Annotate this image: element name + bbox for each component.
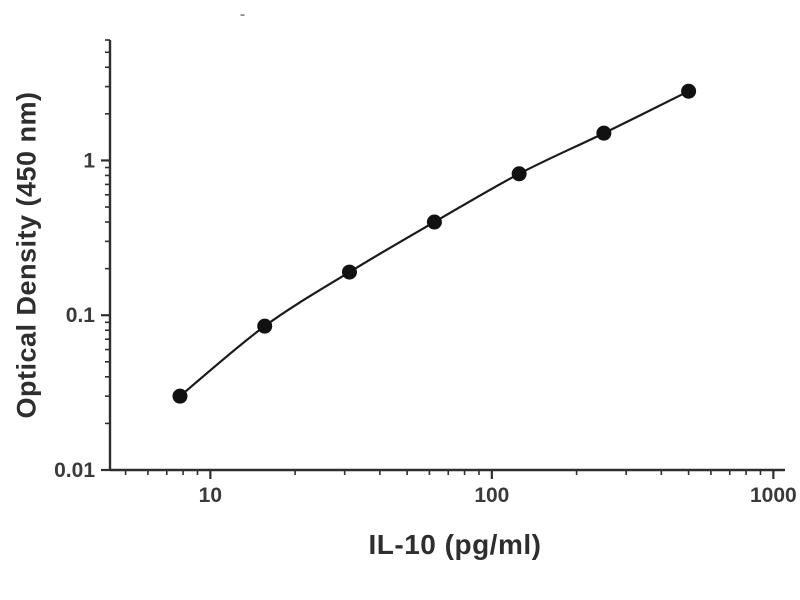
x-tick-label: 10	[199, 484, 222, 507]
data-point-marker	[681, 83, 697, 99]
data-point-marker	[596, 125, 612, 141]
standard-curve-line	[179, 90, 690, 398]
data-point-marker	[341, 264, 357, 280]
x-axis-label: IL-10 (pg/ml)	[368, 529, 542, 560]
y-tick-label: 0.1	[66, 304, 96, 327]
x-tick-label: 100	[474, 484, 509, 507]
y-axis-label: Optical Density (450 nm)	[11, 91, 42, 419]
y-tick-label: 1	[83, 149, 95, 172]
data-point-marker	[172, 388, 188, 404]
data-point-marker	[426, 214, 442, 230]
stray-mark: -	[240, 6, 245, 23]
data-point-marker	[511, 166, 527, 182]
data-point-marker	[257, 318, 273, 334]
x-tick-label: 1000	[750, 484, 797, 507]
y-tick-label: 0.01	[54, 459, 95, 482]
